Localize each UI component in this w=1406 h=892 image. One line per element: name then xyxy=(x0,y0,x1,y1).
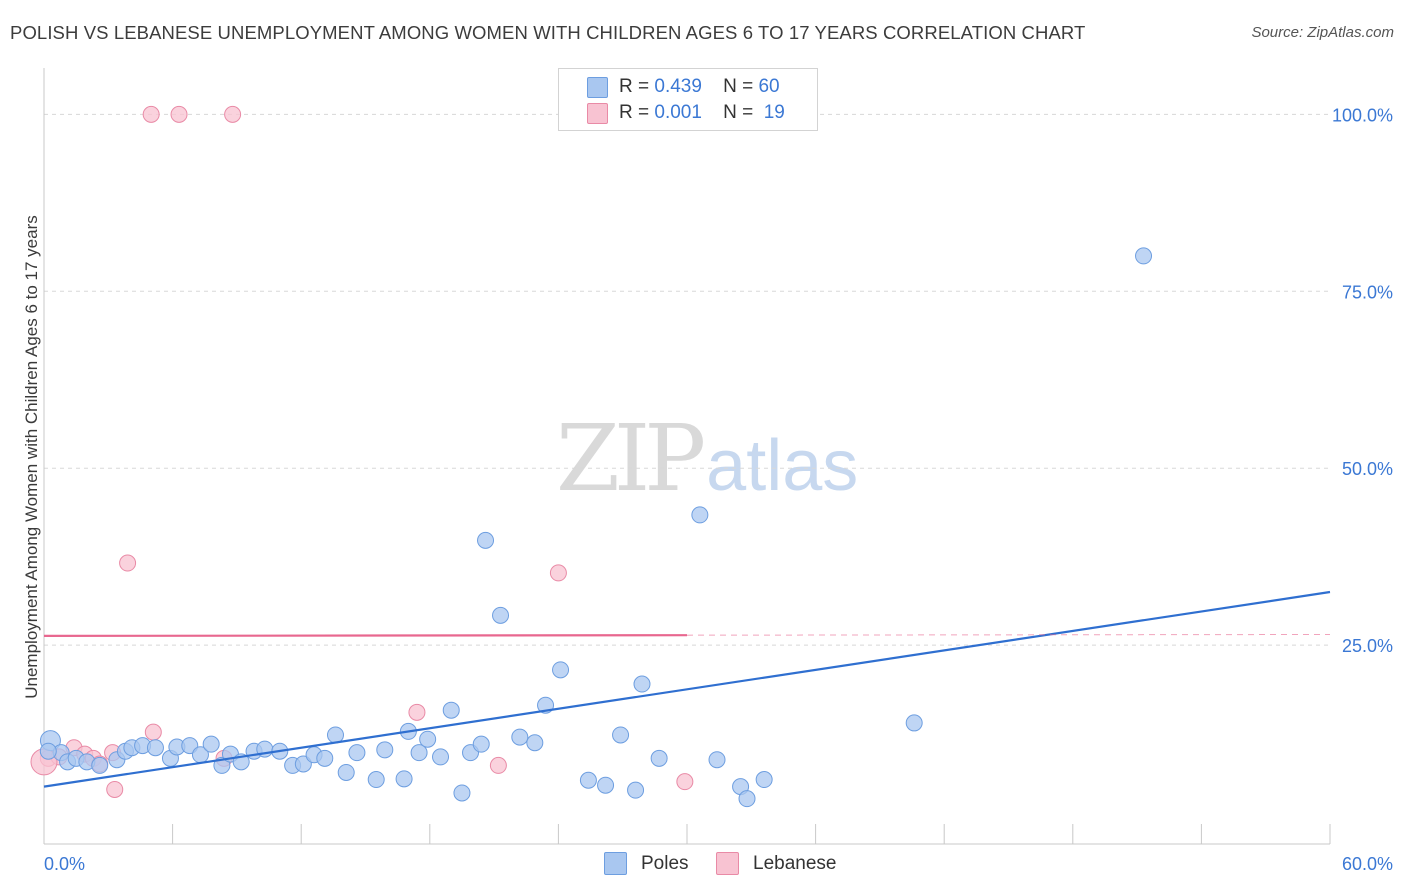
y-tick-label: 75.0% xyxy=(1342,282,1393,302)
poles-point xyxy=(367,771,385,789)
legend-n-label: N = xyxy=(723,76,754,97)
lebanese-point xyxy=(106,780,124,798)
source-label: Source: ZipAtlas.com xyxy=(1251,24,1394,41)
poles-point xyxy=(1135,247,1153,265)
poles-point xyxy=(395,770,413,788)
legend-r-value: 0.439 xyxy=(654,76,702,97)
poles-point xyxy=(477,531,495,549)
poles-point xyxy=(453,784,471,802)
poles-point xyxy=(511,728,529,746)
lebanese-trend-line xyxy=(43,634,688,637)
poles-point xyxy=(526,734,544,752)
poles-point xyxy=(202,735,220,753)
poles-point xyxy=(376,741,394,759)
poles-point xyxy=(738,790,756,808)
axis-layer xyxy=(43,68,1331,845)
poles-point xyxy=(633,675,651,693)
y-tick-label: 25.0% xyxy=(1342,636,1393,656)
lebanese-point xyxy=(549,564,567,582)
legend-swatch-lebanese xyxy=(716,852,739,875)
legend-n-value: 19 xyxy=(763,102,785,123)
poles-trend-line xyxy=(43,590,1331,788)
legend-swatch-poles xyxy=(587,77,608,98)
legend-label-poles: Poles xyxy=(641,852,689,874)
poles-point xyxy=(552,661,570,679)
trend-lines xyxy=(43,590,1331,788)
poles-point xyxy=(146,739,164,757)
poles-point xyxy=(432,748,450,766)
poles-point xyxy=(755,771,773,789)
y-tick-label: 100.0% xyxy=(1332,105,1393,125)
chart-title: POLISH VS LEBANESE UNEMPLOYMENT AMONG WO… xyxy=(10,22,1086,43)
poles-point xyxy=(612,726,630,744)
lebanese-point xyxy=(170,105,188,123)
legend-n-label: N = xyxy=(723,102,754,123)
poles-point xyxy=(650,749,668,767)
correlation-legend: R = 0.439 N = 60 R = 0.001 N = 19 xyxy=(558,68,818,131)
x-tick-label: 60.0% xyxy=(1342,854,1393,874)
poles-point xyxy=(348,744,366,762)
lebanese-points xyxy=(30,105,694,798)
poles-point xyxy=(39,742,57,760)
tick-labels: 25.0% 50.0% 75.0% 100.0% 0.0% 60.0% xyxy=(44,105,1393,874)
legend-item-lebanese[interactable]: Lebanese xyxy=(716,852,836,875)
poles-point xyxy=(579,771,597,789)
poles-point xyxy=(442,701,460,719)
lebanese-point xyxy=(676,773,694,791)
lebanese-trend-extension xyxy=(686,633,1331,636)
legend-row-lebanese: R = 0.001 N = 19 xyxy=(619,101,785,125)
legend-swatch-lebanese xyxy=(587,103,608,124)
poles-point xyxy=(91,756,109,774)
poles-point xyxy=(905,714,923,732)
series-legend: Poles Lebanese xyxy=(0,852,1406,878)
poles-point xyxy=(597,776,615,794)
poles-point xyxy=(691,506,709,524)
legend-row-poles: R = 0.439 N = 60 xyxy=(619,75,780,99)
lebanese-point xyxy=(489,756,507,774)
legend-item-poles[interactable]: Poles xyxy=(604,852,689,875)
legend-label-lebanese: Lebanese xyxy=(753,852,837,874)
lebanese-point xyxy=(142,105,160,123)
poles-point xyxy=(492,606,510,624)
legend-r-label: R = xyxy=(619,102,650,123)
y-tick-label: 50.0% xyxy=(1342,459,1393,479)
lebanese-point xyxy=(119,554,137,572)
poles-point xyxy=(316,749,334,767)
legend-r-value: 0.001 xyxy=(654,102,702,123)
lebanese-point xyxy=(408,703,426,721)
legend-swatch-poles xyxy=(604,852,627,875)
poles-point xyxy=(410,744,428,762)
grid-layer xyxy=(44,113,1330,646)
poles-point xyxy=(708,751,726,769)
x-tick-label: 0.0% xyxy=(44,854,85,874)
legend-n-value: 60 xyxy=(758,76,780,97)
poles-point xyxy=(472,735,490,753)
lebanese-point xyxy=(224,105,242,123)
lebanese-point xyxy=(144,723,162,741)
poles-point xyxy=(337,763,355,781)
poles-point xyxy=(419,730,437,748)
legend-r-label: R = xyxy=(619,76,650,97)
poles-point xyxy=(627,781,645,799)
poles-points xyxy=(39,247,1153,808)
